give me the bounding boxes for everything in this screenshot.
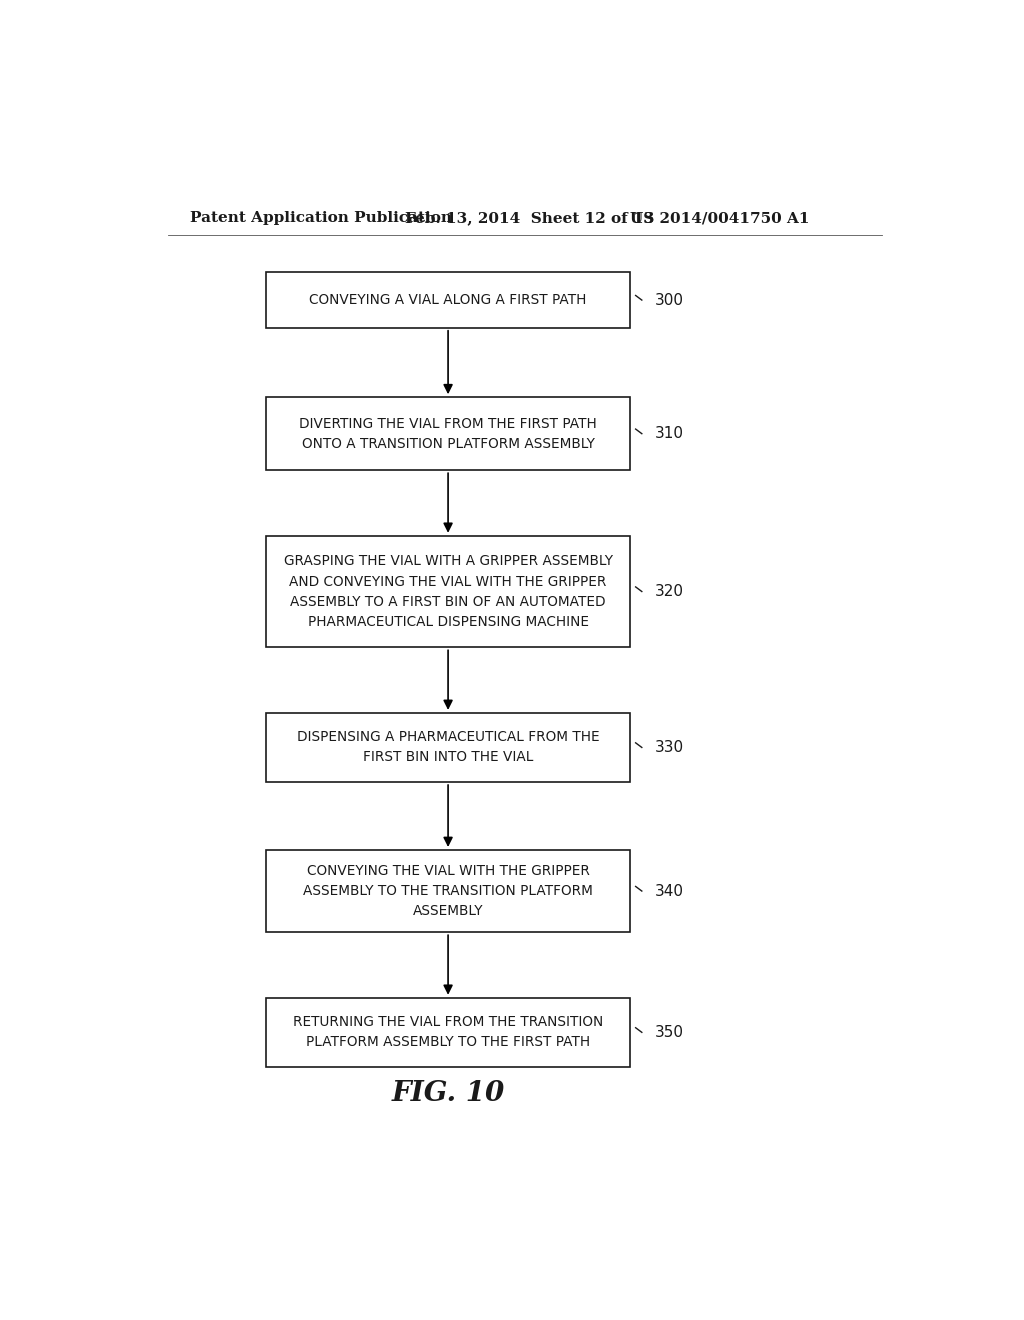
Bar bbox=[266, 397, 630, 470]
Text: 330: 330 bbox=[655, 741, 684, 755]
Bar bbox=[266, 272, 630, 327]
Text: CONVEYING A VIAL ALONG A FIRST PATH: CONVEYING A VIAL ALONG A FIRST PATH bbox=[309, 293, 587, 308]
Bar bbox=[266, 536, 630, 647]
Text: DISPENSING A PHARMACEUTICAL FROM THE
FIRST BIN INTO THE VIAL: DISPENSING A PHARMACEUTICAL FROM THE FIR… bbox=[297, 730, 599, 764]
Text: DIVERTING THE VIAL FROM THE FIRST PATH
ONTO A TRANSITION PLATFORM ASSEMBLY: DIVERTING THE VIAL FROM THE FIRST PATH O… bbox=[299, 417, 597, 450]
Text: Patent Application Publication: Patent Application Publication bbox=[190, 211, 452, 226]
Text: CONVEYING THE VIAL WITH THE GRIPPER
ASSEMBLY TO THE TRANSITION PLATFORM
ASSEMBLY: CONVEYING THE VIAL WITH THE GRIPPER ASSE… bbox=[303, 865, 593, 919]
Text: FIG. 10: FIG. 10 bbox=[391, 1081, 505, 1107]
Text: Feb. 13, 2014  Sheet 12 of 13: Feb. 13, 2014 Sheet 12 of 13 bbox=[406, 211, 654, 226]
Text: US 2014/0041750 A1: US 2014/0041750 A1 bbox=[630, 211, 810, 226]
Text: 300: 300 bbox=[655, 293, 684, 308]
Bar bbox=[266, 998, 630, 1067]
Text: 310: 310 bbox=[655, 426, 684, 441]
Text: 340: 340 bbox=[655, 883, 684, 899]
Text: 320: 320 bbox=[655, 583, 684, 599]
Text: GRASPING THE VIAL WITH A GRIPPER ASSEMBLY
AND CONVEYING THE VIAL WITH THE GRIPPE: GRASPING THE VIAL WITH A GRIPPER ASSEMBL… bbox=[284, 554, 612, 628]
Text: RETURNING THE VIAL FROM THE TRANSITION
PLATFORM ASSEMBLY TO THE FIRST PATH: RETURNING THE VIAL FROM THE TRANSITION P… bbox=[293, 1015, 603, 1049]
Bar bbox=[266, 850, 630, 932]
Bar bbox=[266, 713, 630, 781]
Text: 350: 350 bbox=[655, 1024, 684, 1040]
